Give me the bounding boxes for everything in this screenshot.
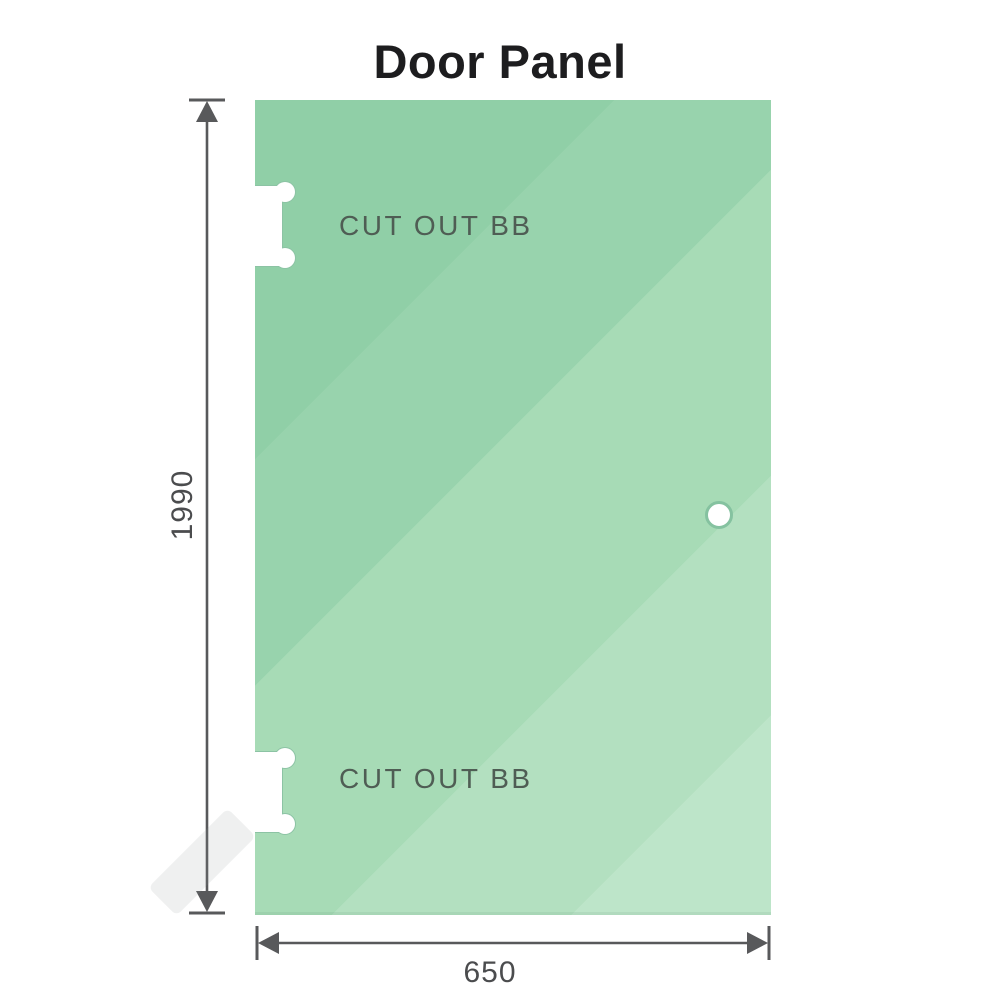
diagram-title: Door Panel (373, 35, 627, 88)
glass-panel: CUT OUT BB CUT OUT BB (255, 100, 771, 915)
cutout-label-top: CUT OUT BB (339, 210, 533, 241)
hinge-cutout-bottom-icon (255, 747, 296, 835)
height-dimension-value: 1990 (166, 469, 199, 541)
handle-hole (705, 501, 733, 529)
hinge-cutout-top-icon (255, 181, 296, 269)
width-dimension-value: 650 (463, 956, 517, 989)
cutout-label-bottom: CUT OUT BB (339, 763, 533, 794)
width-dimension-arrow (255, 926, 771, 960)
height-dimension-arrow (189, 98, 225, 915)
